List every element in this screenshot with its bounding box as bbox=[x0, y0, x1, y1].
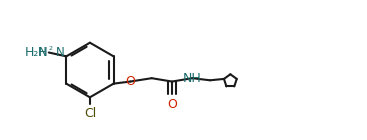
Text: H: H bbox=[38, 46, 47, 59]
Text: N: N bbox=[55, 46, 64, 59]
Text: $_2$: $_2$ bbox=[48, 44, 53, 52]
Text: Cl: Cl bbox=[84, 107, 96, 120]
Text: H₂N: H₂N bbox=[25, 46, 49, 59]
Text: O: O bbox=[125, 75, 135, 88]
Text: O: O bbox=[167, 98, 177, 111]
Text: NH: NH bbox=[183, 72, 201, 85]
